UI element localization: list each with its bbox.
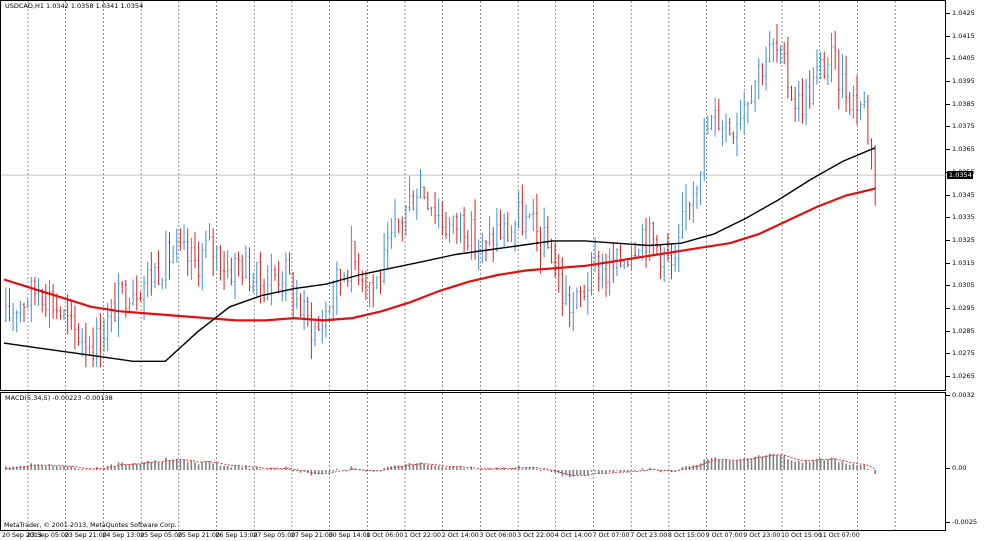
time-axis: 20 Sep 2013 23 Sep 05:00 23 Sep 21:00 24 Se… (0, 531, 946, 541)
time-axis-label: 10 Oct 15:00 (781, 532, 823, 539)
price-axis-label: 1.0265 (952, 372, 975, 381)
macd-axis-tick (946, 395, 950, 396)
price-axis-tick (946, 376, 950, 378)
time-axis-label: 7 Oct 07:00 (592, 532, 630, 539)
time-axis-label: 9 Oct 07:00 (705, 532, 743, 539)
price-axis-label: 1.0395 (952, 76, 975, 85)
time-axis-label: 7 Oct 23:00 (630, 532, 668, 539)
time-axis-label: 27 Sep 05:00 (253, 532, 296, 539)
symbol-header: USDCAD,H1 1.0342 1.0358 1.0341 1.0354 (5, 2, 144, 10)
price-axis-label: 1.0325 (952, 235, 975, 244)
time-axis-label: 23 Sep 05:00 (27, 532, 70, 539)
price-axis-tick (946, 353, 950, 355)
price-axis-tick (946, 80, 950, 82)
macd-header: MACD(5,34,5) -0.00223 -0.00138 (5, 394, 113, 402)
time-axis-label: 3 Oct 06:00 (479, 532, 517, 539)
time-axis-label: 26 Sep 13:00 (215, 532, 258, 539)
price-axis-label: 1.0335 (952, 213, 975, 222)
time-axis-label: 4 Oct 14:00 (554, 532, 592, 539)
time-axis-label: 20 Sep 2013 (2, 532, 42, 539)
price-axis-label: 1.0425 (952, 8, 975, 17)
price-chart-pane[interactable]: USDCAD,H1 1.0342 1.0358 1.0341 1.0354 (0, 0, 947, 392)
time-axis-label: 25 Sep 21:00 (177, 532, 220, 539)
time-axis-label: 11 Oct 07:00 (818, 532, 860, 539)
price-axis-label: 1.0295 (952, 304, 975, 313)
price-axis: 1.0425 1.0415 1.0405 1.0395 1.0385 1.0375 1.03… (946, 0, 1000, 391)
price-axis-label: 1.0275 (952, 349, 975, 358)
price-chart-canvas[interactable] (1, 1, 947, 392)
price-axis-tick (946, 285, 950, 287)
time-axis-label: 25 Sep 05:00 (140, 532, 183, 539)
moving-average-black (3, 147, 876, 362)
time-axis-label: 23 Sep 21:00 (64, 532, 107, 539)
current-price-label: 1.0354 (947, 171, 973, 179)
price-axis-tick (946, 103, 950, 105)
price-axis-label: 1.0365 (952, 145, 975, 154)
macd-pane[interactable]: MACD(5,34,5) -0.00223 -0.00138 (0, 392, 947, 532)
time-axis-label: 2 Oct 14:00 (441, 532, 479, 539)
price-axis-tick (946, 239, 950, 241)
time-axis-label: 9 Oct 23:00 (743, 532, 781, 539)
macd-axis-label: 0.00 (952, 464, 967, 472)
time-axis-label: 30 Sep 14:00 (328, 532, 371, 539)
price-axis-label: 1.0415 (952, 31, 975, 40)
price-axis-tick (946, 149, 950, 151)
price-axis-tick (946, 330, 950, 332)
macd-axis-tick (946, 468, 950, 469)
price-axis-tick (946, 35, 950, 37)
price-axis-tick (946, 12, 950, 14)
price-axis-tick (946, 126, 950, 128)
price-axis-label: 1.0305 (952, 281, 975, 290)
time-axis-label: 24 Sep 13:00 (102, 532, 145, 539)
macd-axis-label: 0.0032 (952, 391, 975, 399)
price-axis-label: 1.0405 (952, 54, 975, 63)
price-axis-label: 1.0375 (952, 122, 975, 131)
price-axis-label: 1.0345 (952, 190, 975, 199)
time-axis-label: 1 Oct 06:00 (366, 532, 404, 539)
price-axis-label: 1.0285 (952, 326, 975, 335)
time-axis-label: 27 Sep 21:00 (290, 532, 333, 539)
price-axis-label: 1.0315 (952, 258, 975, 267)
macd-axis: 0.0032 0.00 -0.0025 (946, 391, 1000, 531)
price-axis-tick (946, 217, 950, 219)
time-axis-label: 1 Oct 22:00 (404, 532, 442, 539)
price-axis-tick (946, 194, 950, 196)
time-axis-label: 3 Oct 22:00 (517, 532, 555, 539)
moving-average-red (3, 187, 876, 322)
price-axis-tick (946, 262, 950, 264)
macd-axis-tick (946, 522, 950, 523)
macd-signal-line (5, 454, 876, 476)
time-axis-label: 8 Oct 15:00 (667, 532, 705, 539)
price-axis-label: 1.0385 (952, 99, 975, 108)
copyright-text: MetaTrader, © 2001-2013, MetaQuotes Soft… (4, 522, 177, 529)
macd-canvas[interactable] (1, 393, 947, 532)
price-axis-tick (946, 58, 950, 60)
macd-axis-label: -0.0025 (952, 518, 978, 526)
price-axis-tick (946, 308, 950, 310)
